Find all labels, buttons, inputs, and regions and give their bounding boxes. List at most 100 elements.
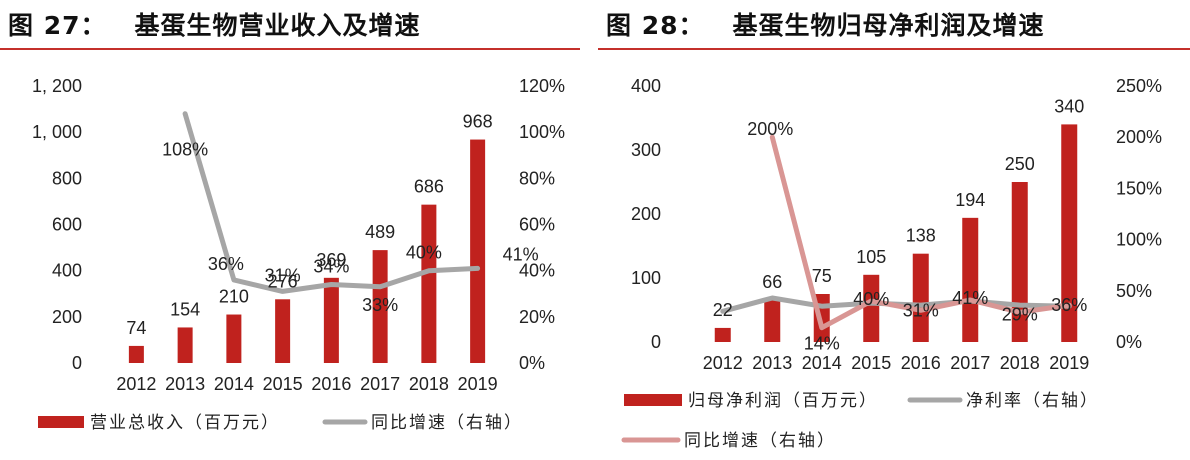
y-right-tick-label: 250% — [1116, 76, 1162, 96]
legend-bar-swatch — [624, 394, 682, 406]
line-data-label: 34% — [313, 257, 349, 277]
chart-title-text: 基蛋生物归母净利润及增速 — [732, 11, 1045, 40]
bar — [1061, 124, 1078, 343]
bar-data-label: 369 — [316, 250, 346, 270]
line-data-label: 31% — [903, 300, 939, 320]
bar — [470, 139, 486, 363]
y-right-tick-label: 60% — [519, 215, 555, 235]
y-right-tick-label: 100% — [1116, 230, 1162, 250]
x-tick-label: 2016 — [901, 353, 941, 373]
legend-label: 归母净利润（百万元） — [688, 391, 878, 411]
line-data-label: 29% — [1002, 304, 1038, 324]
series-line — [769, 134, 1072, 331]
line-data-label: 40% — [853, 289, 889, 309]
x-tick-label: 2014 — [802, 353, 842, 373]
bar-data-label: 75 — [812, 266, 832, 286]
bar-data-label: 74 — [126, 318, 146, 338]
bar — [372, 250, 388, 363]
x-tick-label: 2015 — [851, 353, 891, 373]
chart-title: 图 27： 基蛋生物营业收入及增速 — [8, 6, 421, 42]
x-tick-label: 2018 — [1000, 353, 1040, 373]
bar — [863, 274, 880, 342]
y-right-tick-label: 0% — [519, 353, 545, 373]
bar — [177, 327, 193, 363]
y-right-tick-label: 200% — [1116, 127, 1162, 147]
bar-data-label: 66 — [762, 272, 782, 292]
series-line — [182, 111, 481, 294]
x-tick-label: 2014 — [214, 374, 254, 394]
bar-data-label: 276 — [268, 271, 298, 291]
line-data-label: 31% — [265, 265, 301, 285]
chart-title-text: 基蛋生物营业收入及增速 — [134, 11, 421, 40]
figure-number: 图 27： — [8, 11, 107, 40]
bar-data-label: 194 — [955, 190, 985, 210]
x-tick-label: 2019 — [458, 374, 498, 394]
y-left-tick-label: 0 — [651, 332, 661, 352]
bar — [714, 327, 731, 342]
x-tick-label: 2019 — [1049, 353, 1089, 373]
bar-data-label: 22 — [713, 300, 733, 320]
y-left-tick-label: 200 — [52, 307, 82, 327]
bar — [275, 299, 291, 363]
bar — [962, 217, 979, 342]
x-tick-label: 2016 — [311, 374, 351, 394]
line-data-label: 108% — [162, 140, 208, 160]
bar — [421, 204, 437, 363]
line-data-label: 36% — [1051, 295, 1087, 315]
legend-label: 同比增速（右轴） — [371, 413, 523, 433]
y-left-tick-label: 100 — [631, 268, 661, 288]
bar-data-label: 340 — [1054, 96, 1084, 116]
x-tick-label: 2013 — [165, 374, 205, 394]
y-right-tick-label: 0% — [1116, 332, 1142, 352]
bar — [128, 345, 144, 363]
y-right-tick-label: 100% — [519, 122, 565, 142]
bar-data-label: 105 — [856, 247, 886, 267]
bar — [226, 314, 242, 363]
bar-data-label: 210 — [219, 287, 249, 307]
bar — [323, 277, 339, 363]
line-data-label: 41% — [952, 288, 988, 308]
bar-data-label: 489 — [365, 222, 395, 242]
x-tick-label: 2015 — [263, 374, 303, 394]
line-data-label: 41% — [503, 244, 539, 264]
y-left-tick-label: 400 — [631, 76, 661, 96]
y-left-tick-label: 1, 000 — [32, 122, 82, 142]
legend-label: 营业总收入（百万元） — [90, 413, 280, 433]
line-data-label: 14% — [804, 334, 840, 354]
chart-title: 图 28： 基蛋生物归母净利润及增速 — [606, 6, 1045, 42]
figure-number: 图 28： — [606, 11, 705, 40]
y-left-tick-label: 600 — [52, 215, 82, 235]
legend-label: 同比增速（右轴） — [684, 431, 836, 451]
y-right-tick-label: 50% — [1116, 281, 1152, 301]
legend-label: 净利率（右轴） — [966, 391, 1099, 411]
bar-data-label: 968 — [463, 112, 493, 132]
y-left-tick-label: 400 — [52, 261, 82, 281]
chart-panel-revenue: 图 27： 基蛋生物营业收入及增速 0 200 400 600 800 1, 000 1, 2… — [0, 0, 580, 460]
line-data-label: 40% — [406, 243, 442, 263]
y-right-tick-label: 40% — [519, 261, 555, 281]
x-tick-label: 2017 — [360, 374, 400, 394]
bar-data-label: 686 — [414, 177, 444, 197]
profit-chart: 0 100 200 300 400 0% 50% 100% 150% 200% 250% 2012 20… — [621, 76, 1162, 451]
x-tick-label: 2018 — [409, 374, 449, 394]
title-rule — [598, 48, 1190, 50]
line-data-label: 33% — [362, 295, 398, 315]
y-right-tick-label: 150% — [1116, 178, 1162, 198]
revenue-chart: 0 200 400 600 800 1, 000 1, 200 0% 20% 40% 60% 80% 1… — [32, 76, 565, 433]
bar — [1011, 182, 1028, 342]
legend-bar-swatch — [38, 416, 84, 428]
line-data-label: 36% — [208, 254, 244, 274]
chart-panel-profit: 图 28： 基蛋生物归母净利润及增速 0 100 200 300 400 0% 50% 100%… — [598, 0, 1190, 460]
y-right-tick-label: 120% — [519, 76, 565, 96]
y-left-tick-label: 800 — [52, 168, 82, 188]
y-left-tick-label: 300 — [631, 140, 661, 160]
x-tick-label: 2013 — [752, 353, 792, 373]
bar — [912, 253, 929, 342]
y-right-tick-label: 20% — [519, 307, 555, 327]
bar-data-label: 250 — [1005, 154, 1035, 174]
y-left-tick-label: 200 — [631, 204, 661, 224]
x-tick-label: 2017 — [950, 353, 990, 373]
bar-data-label: 138 — [906, 226, 936, 246]
bar — [764, 299, 781, 342]
x-tick-label: 2012 — [116, 374, 156, 394]
